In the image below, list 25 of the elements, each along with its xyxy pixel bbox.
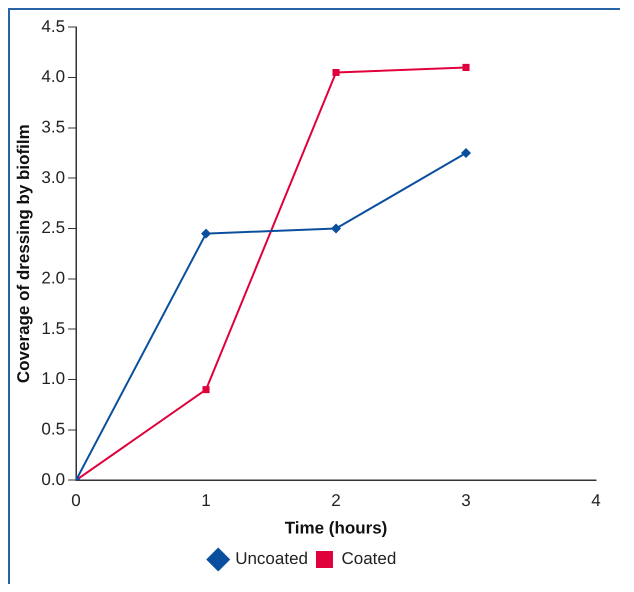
x-tick-label: 0: [71, 491, 81, 510]
y-tick-label: 1.5: [41, 318, 66, 338]
y-tick-label: 4.0: [41, 67, 66, 86]
point: [202, 386, 210, 394]
x-axis-title: Time (hours): [284, 518, 388, 538]
y-tick-label: 3.0: [41, 168, 66, 187]
point: [332, 68, 340, 76]
legend-label: Uncoated: [235, 549, 308, 568]
x-tick-label: 2: [331, 491, 341, 510]
y-tick-label: 2.0: [41, 268, 66, 288]
point: [462, 64, 470, 71]
y-tick-label: 1.0: [41, 369, 66, 388]
legend-label: Coated: [341, 549, 396, 568]
y-tick-label: 3.5: [41, 118, 66, 137]
point: [461, 148, 472, 158]
x-tick-label: 1: [201, 491, 211, 510]
y-tick-label: 0.0: [41, 470, 66, 489]
y-tick-label: 4.5: [41, 16, 66, 36]
x-tick-label: 4: [591, 491, 601, 510]
point: [331, 224, 342, 234]
y-axis-title: Coverage of dressing by biofilm: [14, 124, 33, 384]
y-tick-label: 2.5: [41, 218, 66, 238]
y-tick-label: 0.5: [41, 420, 66, 439]
x-tick-label: 3: [461, 491, 471, 510]
point: [201, 228, 212, 239]
